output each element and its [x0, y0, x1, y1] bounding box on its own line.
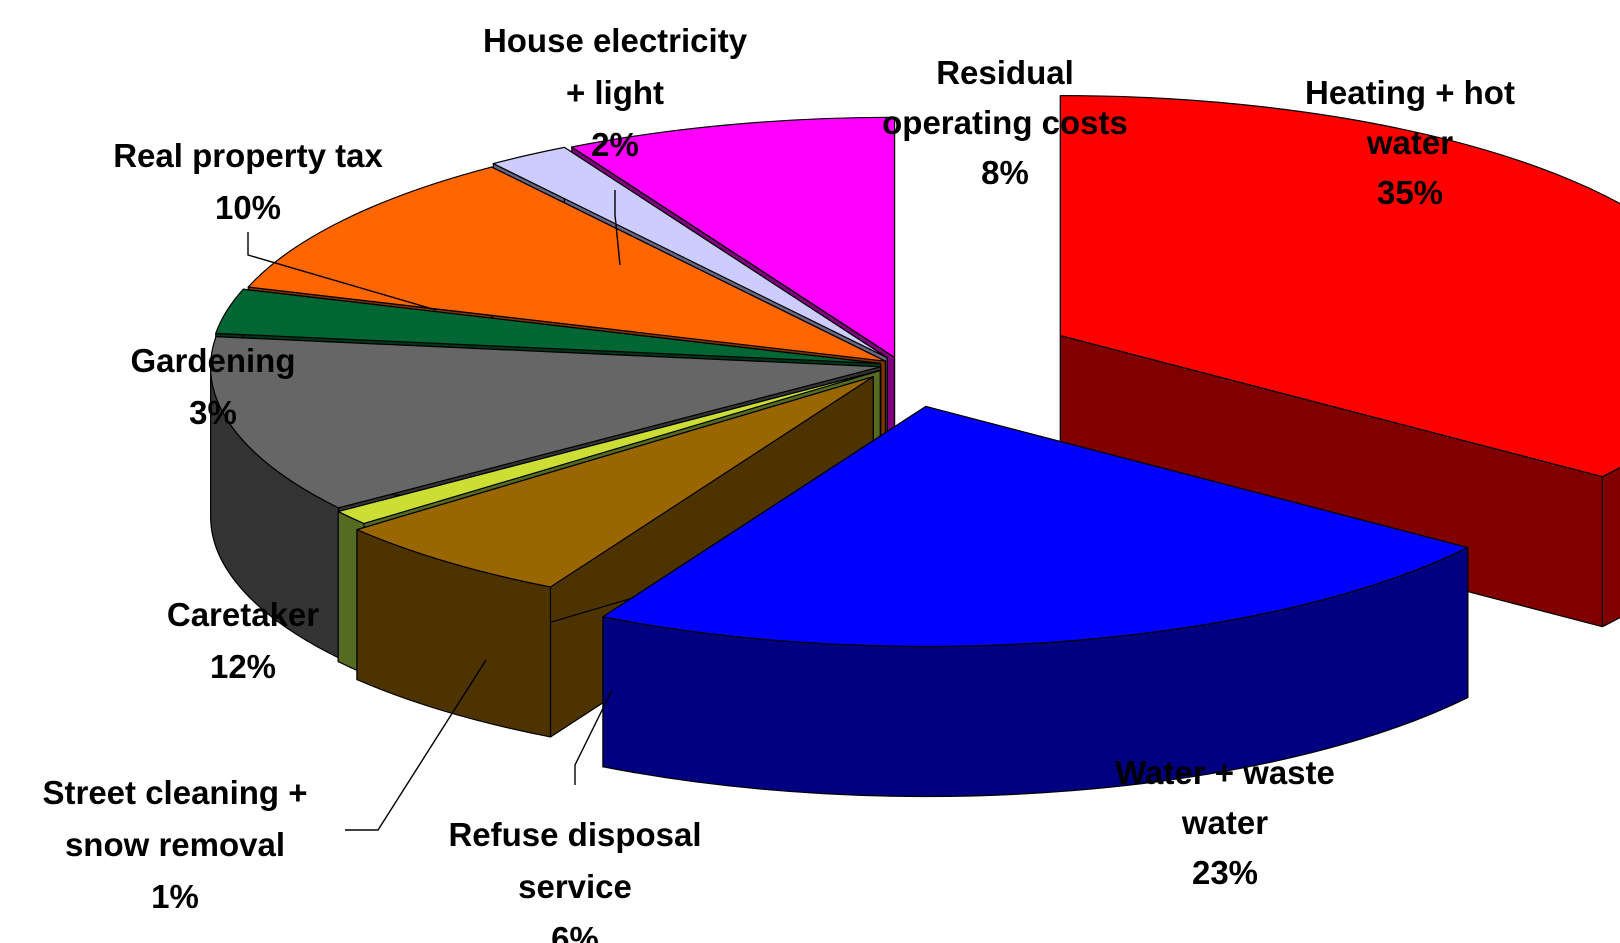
pie-slice-water	[602, 405, 1469, 798]
pie-slice-top	[1059, 94, 1620, 478]
slice-percent: 2%	[591, 126, 639, 163]
slice-label-line: Heating + hot	[1305, 74, 1515, 111]
pie-slices	[210, 94, 1620, 798]
leader-line-electricity	[614, 190, 621, 266]
slice-label-refuse: Refuse disposal service 6%	[448, 816, 701, 943]
slice-label-electricity: House electricity + light 2%	[483, 22, 748, 163]
pie-slice-top	[247, 166, 887, 362]
pie-labels: Heating + hot water 35% Water + waste water 2…	[42, 22, 1514, 943]
leader-line-street	[345, 659, 487, 831]
slice-percent: 8%	[981, 154, 1029, 191]
slice-label-water: Water + waste water 23%	[1115, 754, 1335, 891]
slice-label-line: Street cleaning +	[42, 774, 307, 811]
leader-line-tax	[247, 232, 437, 311]
pie-slice-top	[602, 405, 1469, 648]
leader-line-refuse	[574, 689, 613, 785]
slice-label-line: Caretaker	[167, 596, 319, 633]
pie-slice-outer-wall	[1601, 466, 1620, 628]
slice-label-line: Water + waste	[1115, 754, 1335, 791]
slice-label-line: + light	[566, 74, 664, 111]
slice-label-line: Gardening	[130, 342, 295, 379]
slice-percent: 35%	[1377, 174, 1443, 211]
slice-label-tax: Real property tax 10%	[113, 137, 383, 226]
slice-label-line: water	[1181, 804, 1268, 841]
pie-slice-top	[492, 146, 888, 359]
slice-label-line: service	[518, 868, 632, 905]
slice-percent: 23%	[1192, 854, 1258, 891]
slice-label-line: water	[1366, 124, 1453, 161]
slice-label-street: Street cleaning + snow removal 1%	[42, 774, 307, 915]
slice-label-line: Refuse disposal	[448, 816, 701, 853]
pie-slice-top	[210, 336, 882, 509]
slice-label-line: operating costs	[882, 104, 1128, 141]
slice-label-heating: Heating + hot water 35%	[1305, 74, 1515, 211]
slice-label-line: House electricity	[483, 22, 748, 59]
slice-percent: 1%	[151, 878, 199, 915]
slice-label-line: Real property tax	[113, 137, 383, 174]
pie-slice-top	[215, 288, 882, 365]
slice-percent: 6%	[551, 920, 599, 943]
slice-label-residual: Residual operating costs 8%	[882, 54, 1128, 191]
pie-slice-top	[356, 376, 874, 588]
slice-label-gardening: Gardening 3%	[130, 342, 295, 431]
slice-label-line: snow removal	[65, 826, 285, 863]
slice-percent: 3%	[189, 394, 237, 431]
pie-slice-top	[571, 116, 896, 358]
pie-slice-top	[337, 369, 881, 525]
slice-label-caretaker: Caretaker 12%	[167, 596, 319, 685]
slice-percent: 10%	[215, 189, 281, 226]
slice-label-line: Residual	[936, 54, 1074, 91]
slice-percent: 12%	[210, 648, 276, 685]
